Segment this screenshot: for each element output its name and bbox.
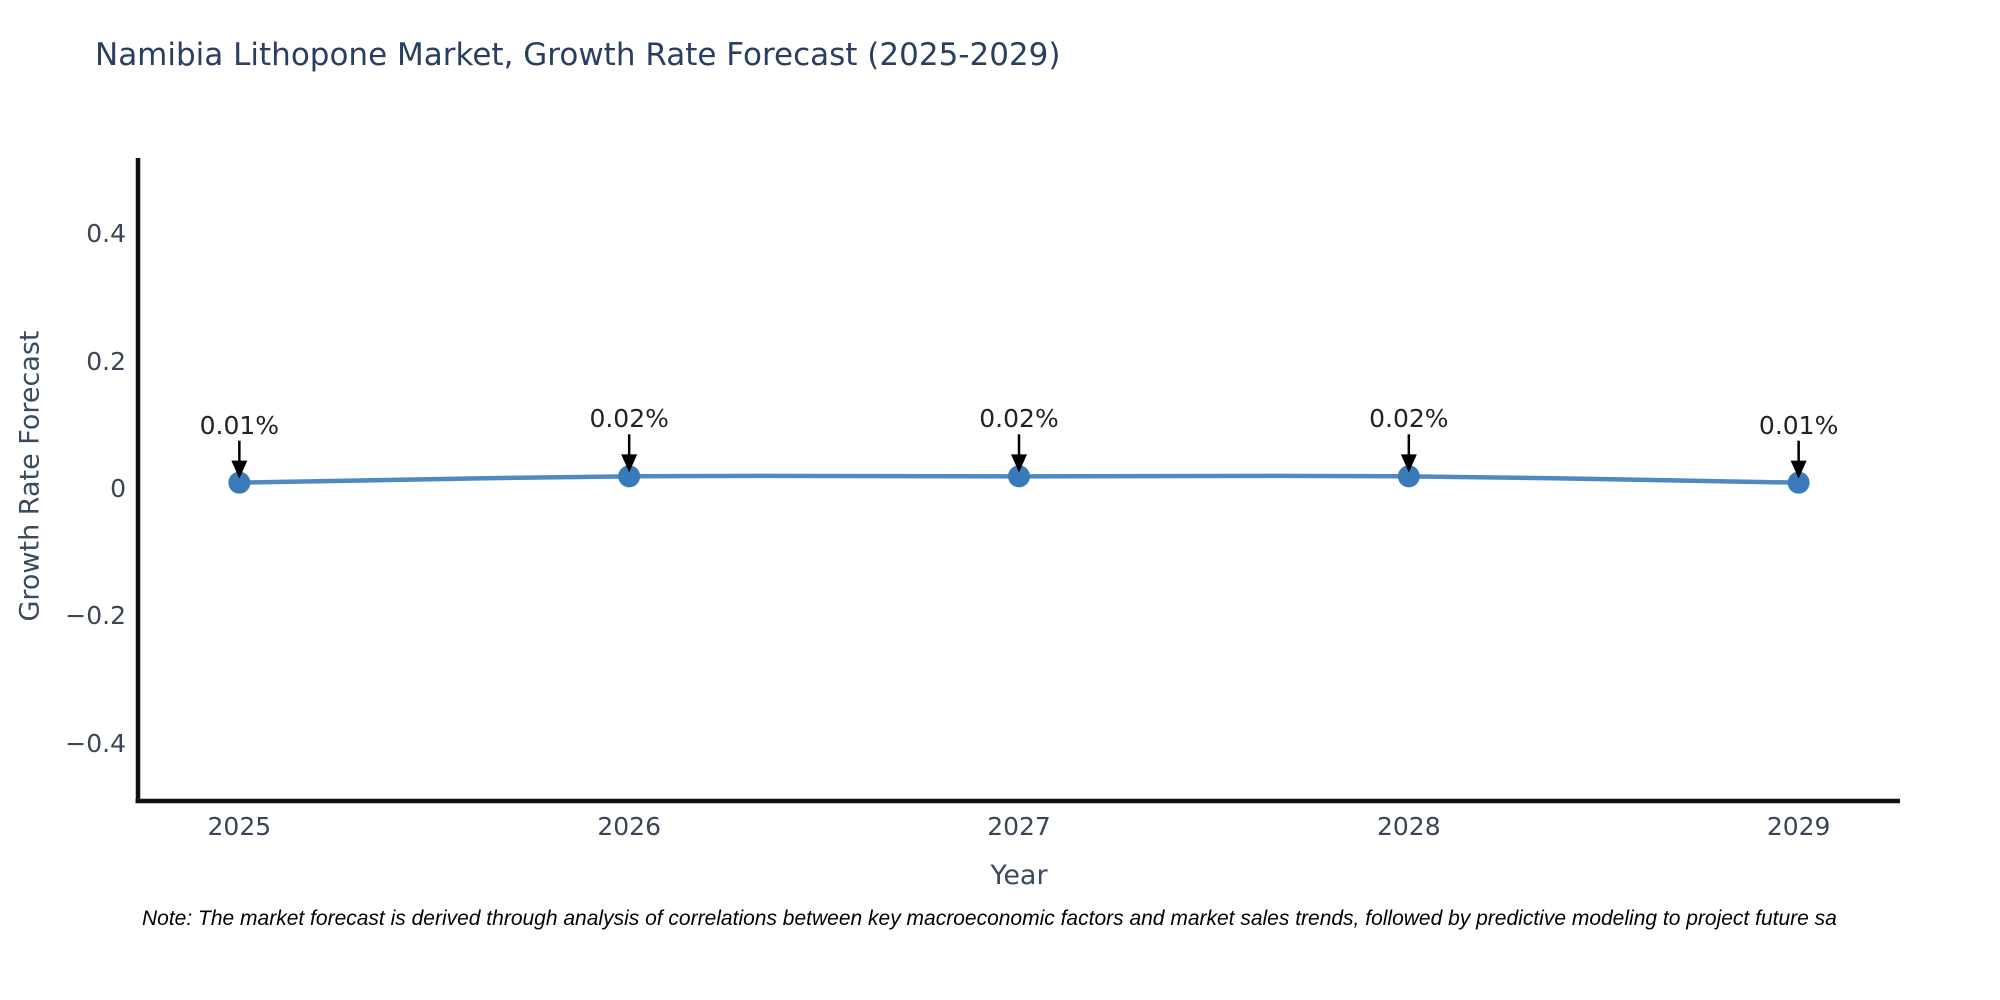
annotation-label: 0.02% <box>979 404 1059 434</box>
annotation-arrow-head <box>621 454 638 473</box>
footnote-text: Note: The market forecast is derived thr… <box>142 907 1837 930</box>
annotation-arrow-head <box>1011 454 1027 473</box>
y-tick-label: −0.4 <box>65 728 126 758</box>
x-tick-label: 2028 <box>1377 812 1441 841</box>
y-tick-label: −0.2 <box>65 601 126 631</box>
annotation-label: 0.02% <box>589 404 669 434</box>
chart-title: Namibia Lithopone Market, Growth Rate Fo… <box>95 37 1061 73</box>
x-tick-label: 2025 <box>207 812 272 841</box>
y-tick-label: 0.4 <box>86 219 126 249</box>
x-tick-label: 2026 <box>597 812 661 841</box>
annotation-arrow-head <box>1790 460 1807 479</box>
data-point-marker <box>228 471 251 494</box>
annotation-label: 0.01% <box>199 410 280 440</box>
data-point-marker <box>1008 465 1030 488</box>
annotation-label: 0.02% <box>1369 404 1449 434</box>
data-point-marker <box>618 465 641 488</box>
y-tick-label: 0 <box>110 474 126 504</box>
annotation-label: 0.01% <box>1758 410 1839 440</box>
x-tick-label: 2029 <box>1766 812 1831 841</box>
data-point-marker <box>1787 471 1810 494</box>
annotation-arrow-head <box>231 460 248 479</box>
x-axis-title: Year <box>990 860 1048 891</box>
data-point-marker <box>1397 465 1420 488</box>
x-tick-label: 2027 <box>987 812 1051 841</box>
y-tick-label: 0.2 <box>86 346 126 376</box>
annotation-arrow-head <box>1400 454 1417 473</box>
